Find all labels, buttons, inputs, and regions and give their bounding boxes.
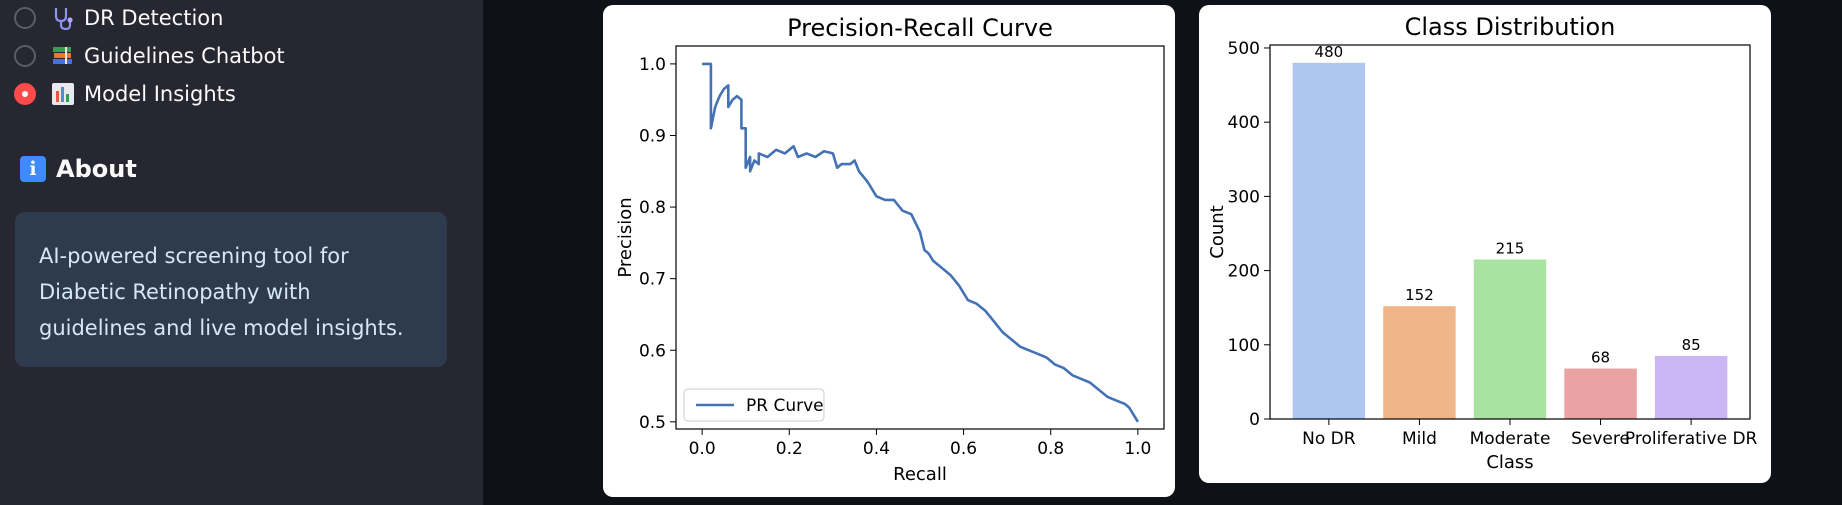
- x-tick-label: Severe: [1571, 429, 1630, 449]
- bar-moderate: [1473, 259, 1547, 419]
- y-tick-label: 200: [1228, 262, 1260, 282]
- sidebar: DR Detection Guidelines Chatbot Model In…: [0, 0, 483, 505]
- y-tick-label: 100: [1228, 336, 1260, 356]
- x-tick-label: Mild: [1402, 429, 1437, 449]
- x-tick-label: No DR: [1302, 429, 1356, 449]
- x-tick-label: 0.2: [776, 439, 803, 459]
- y-tick-label: 0.6: [639, 341, 666, 361]
- y-tick-label: 300: [1228, 187, 1260, 207]
- y-axis-label: Count: [1207, 205, 1228, 258]
- y-tick-label: 0.9: [639, 126, 666, 146]
- y-tick-label: 400: [1228, 113, 1260, 133]
- x-tick-label: 0.6: [950, 439, 977, 459]
- x-axis-label: Recall: [893, 464, 947, 485]
- about-box: AI-powered screening tool for Diabetic R…: [15, 212, 447, 367]
- y-tick-label: 1.0: [639, 55, 666, 75]
- y-tick-label: 0.7: [639, 270, 666, 290]
- nav-item-model-insights[interactable]: Model Insights: [14, 77, 236, 111]
- pr-curve-chart: Precision-Recall Curve 0.0 0.2 0.4 0.6 0.8 1.0…: [615, 14, 1165, 485]
- class-distribution-chart: Class Distribution 480 No DR 152 Mild 215 Mode…: [1207, 13, 1758, 473]
- radio-model-insights[interactable]: [14, 83, 36, 105]
- nav-label: Model Insights: [84, 82, 236, 106]
- chart-legend: PR Curve: [683, 388, 825, 422]
- about-heading: i About: [20, 155, 137, 183]
- about-text: AI-powered screening tool for Diabetic R…: [39, 244, 404, 340]
- books-icon: [50, 43, 76, 69]
- bar-value-label: 68: [1591, 349, 1610, 367]
- nav-item-dr-detection[interactable]: DR Detection: [14, 1, 223, 35]
- x-tick-label: Moderate: [1470, 429, 1551, 449]
- nav-label: DR Detection: [84, 6, 224, 30]
- about-title: About: [56, 155, 137, 183]
- bar-chart-icon: [50, 81, 76, 107]
- bar-no-dr: [1292, 62, 1366, 420]
- plot-frame: [675, 45, 1165, 430]
- legend-label: PR Curve: [746, 396, 824, 416]
- info-icon: i: [20, 156, 46, 182]
- nav-item-guidelines-chatbot[interactable]: Guidelines Chatbot: [14, 39, 285, 73]
- legend-box: [683, 388, 825, 422]
- x-tick-label: 0.4: [863, 439, 890, 459]
- y-axis-label: Precision: [615, 197, 636, 277]
- bar-value-label: 480: [1315, 43, 1344, 61]
- x-tick-label: 1.0: [1124, 439, 1151, 459]
- radio-dr-detection[interactable]: [14, 7, 36, 29]
- stethoscope-icon: [50, 5, 76, 31]
- y-tick-label: 0.5: [639, 413, 666, 433]
- x-axis-label: Class: [1486, 452, 1533, 473]
- class-distribution-card: Class Distribution 480 No DR 152 Mild 215 Mode…: [1199, 5, 1771, 483]
- x-tick-label: 0.0: [689, 439, 716, 459]
- chart-title: Class Distribution: [1405, 13, 1616, 41]
- bar-value-label: 215: [1496, 239, 1525, 257]
- y-tick-label: 500: [1228, 39, 1260, 59]
- bar-proliferative-dr: [1654, 355, 1728, 419]
- bar-mild: [1383, 306, 1456, 419]
- radio-guidelines-chatbot[interactable]: [14, 45, 36, 67]
- bar-severe: [1564, 368, 1637, 419]
- pr-curve-card: Precision-Recall Curve 0.0 0.2 0.4 0.6 0.8 1.0…: [603, 5, 1175, 497]
- y-tick-label: 0: [1249, 410, 1260, 430]
- nav-label: Guidelines Chatbot: [84, 44, 285, 68]
- bar-value-label: 152: [1405, 286, 1434, 304]
- y-tick-label: 0.8: [639, 198, 666, 218]
- pr-curve-line: [702, 62, 1140, 423]
- bar-value-label: 85: [1682, 336, 1701, 354]
- x-tick-label: Proliferative DR: [1625, 429, 1758, 449]
- x-tick-label: 0.8: [1037, 439, 1064, 459]
- chart-title: Precision-Recall Curve: [787, 14, 1053, 42]
